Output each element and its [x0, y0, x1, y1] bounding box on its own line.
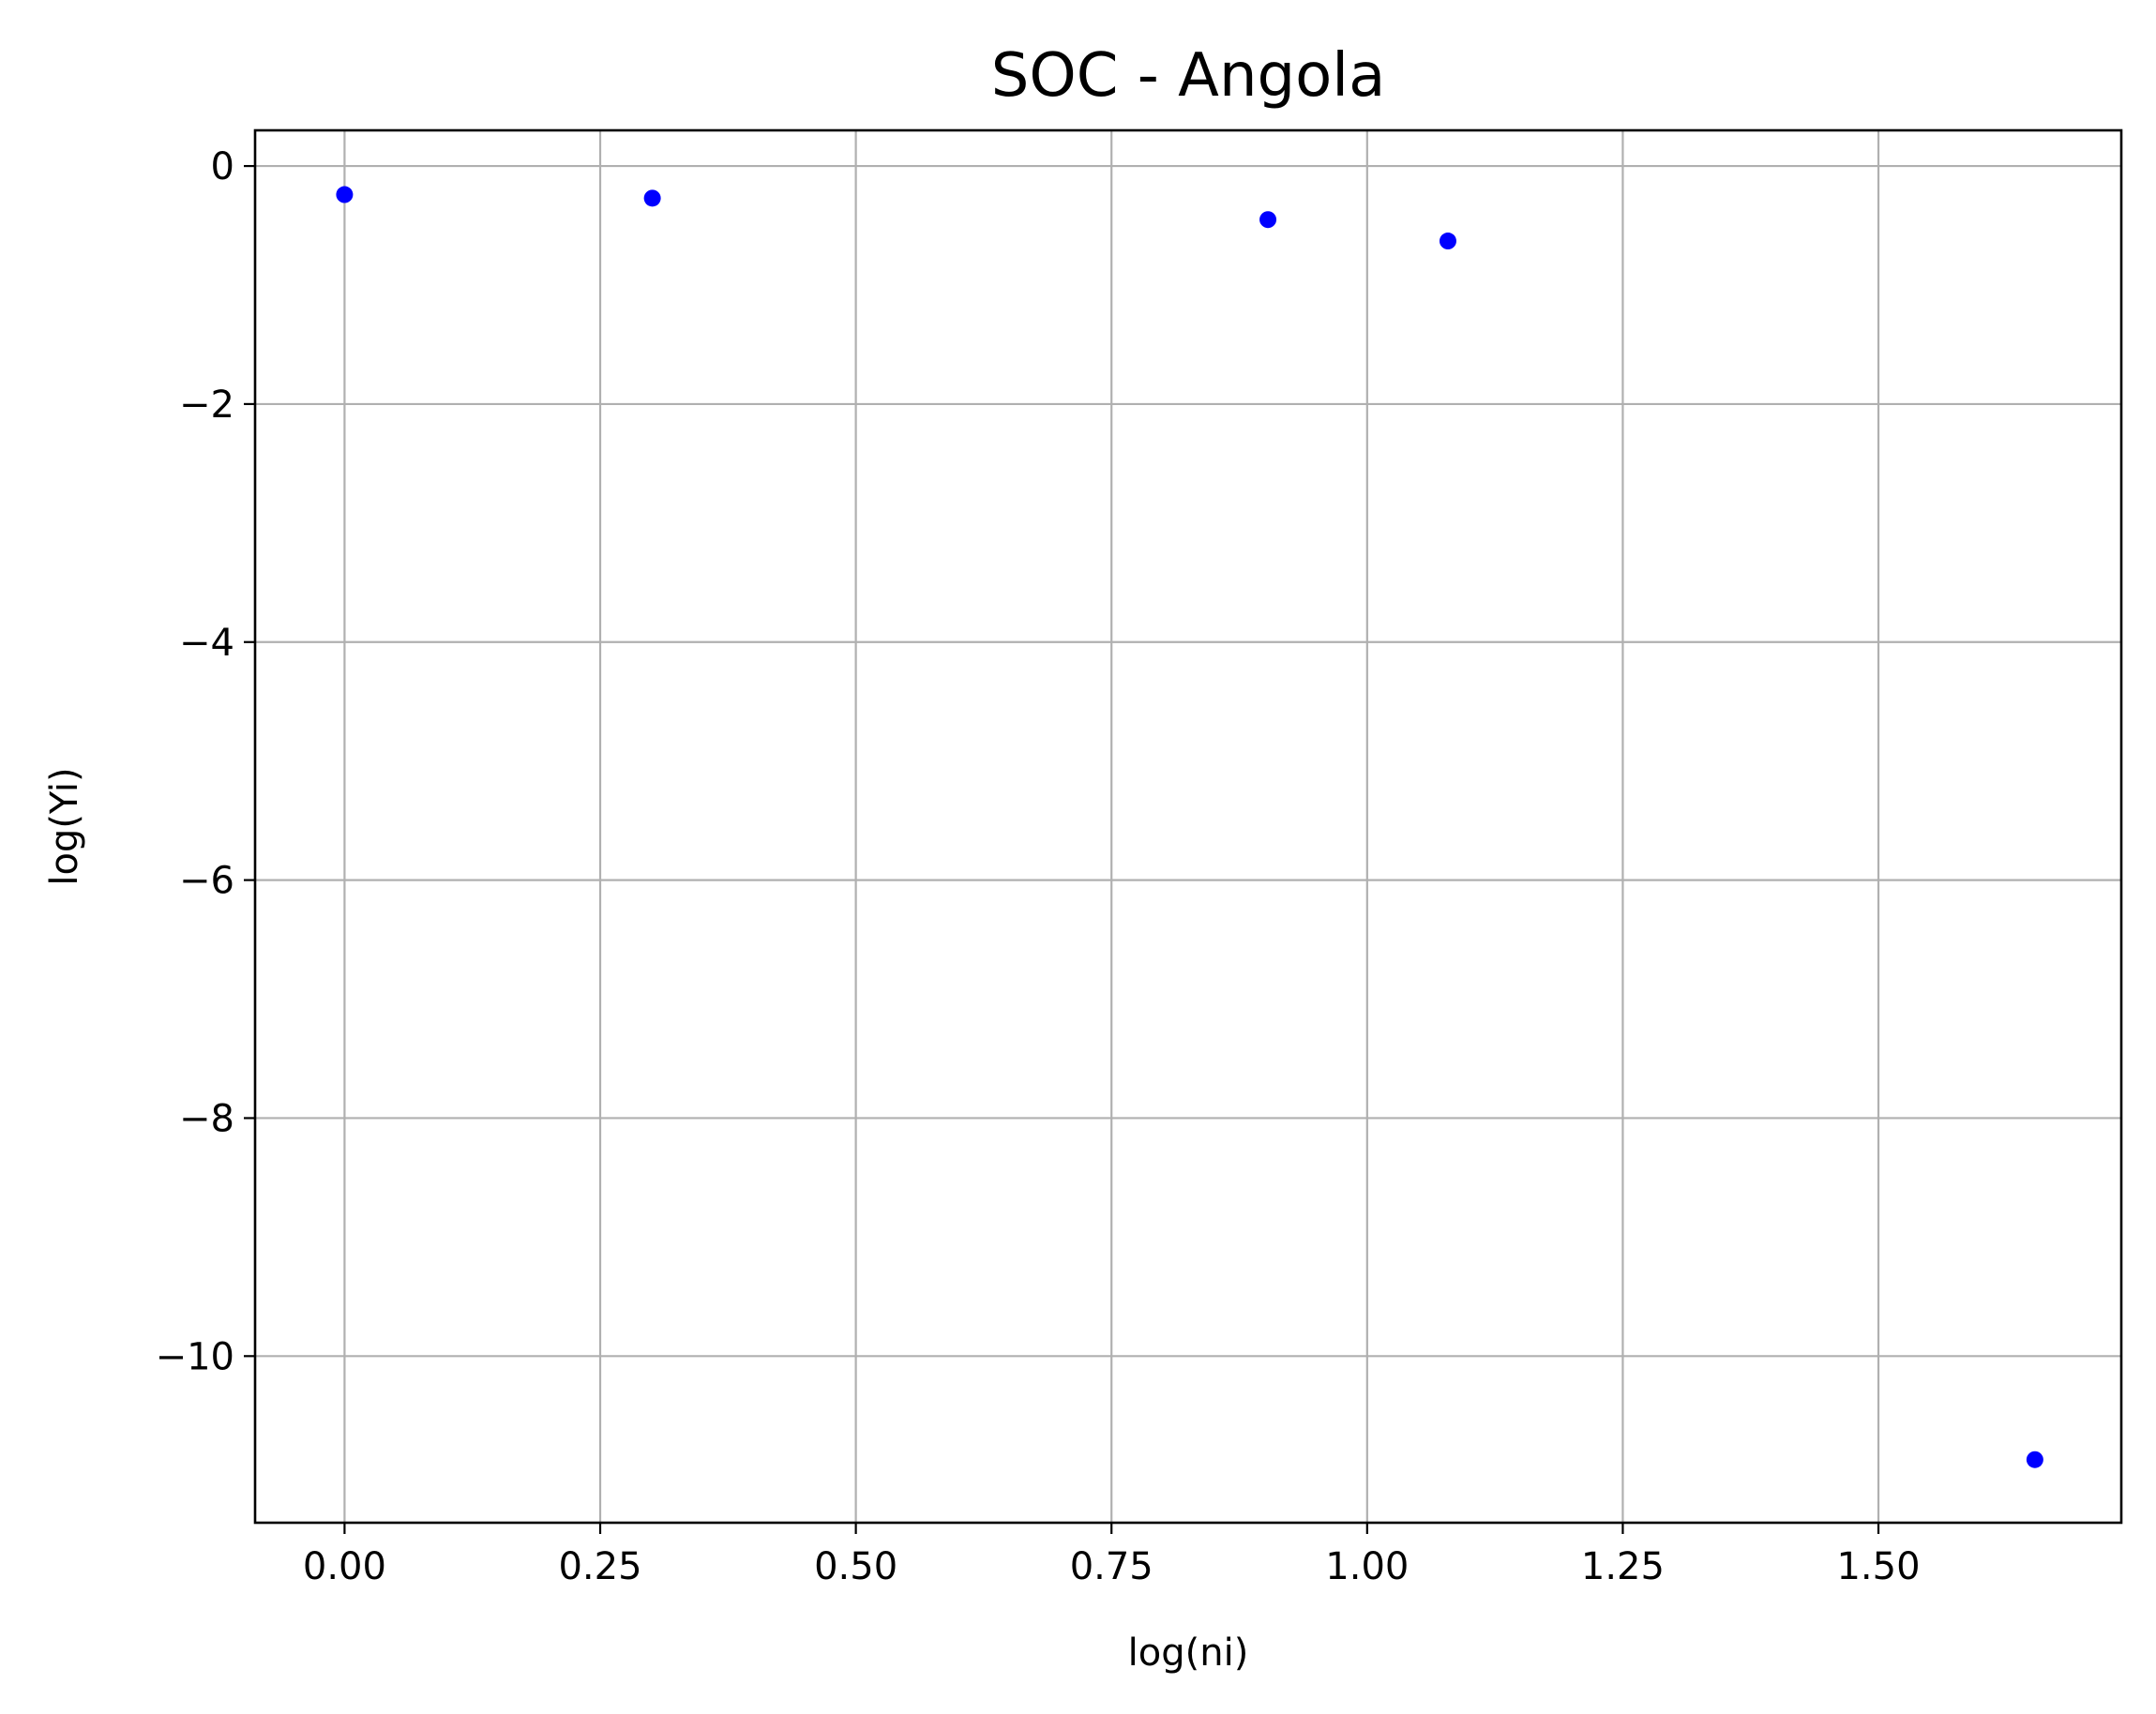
data-point: [2026, 1451, 2043, 1468]
x-tick-label: 1.25: [1581, 1545, 1665, 1588]
x-tick-label: 1.50: [1836, 1545, 1920, 1588]
y-tick-label: 0: [211, 145, 234, 188]
x-tick-label: 0.25: [558, 1545, 641, 1588]
x-axis-ticks: 0.00 0.25 0.50 0.75 1.00 1.25 1.50: [303, 1523, 1921, 1588]
data-point: [1439, 233, 1456, 250]
y-tick-label: −4: [179, 622, 234, 665]
data-point: [336, 186, 354, 203]
plot-frame: [253, 128, 2123, 1525]
y-axis-ticks: 0 −2 −4 −6 −8 −10: [156, 145, 255, 1378]
y-tick-label: −8: [179, 1097, 234, 1140]
x-tick-label: 0.75: [1070, 1545, 1153, 1588]
grid: [255, 130, 2121, 1523]
y-tick-label: −2: [179, 383, 234, 427]
y-tick-label: −10: [156, 1335, 234, 1378]
y-axis-label: log(Yi): [43, 767, 86, 885]
x-tick-label: 1.00: [1325, 1545, 1409, 1588]
data-point: [1259, 211, 1277, 229]
data-point: [643, 189, 661, 207]
data-points: [336, 186, 2043, 1468]
x-axis-label: log(ni): [1128, 1631, 1249, 1675]
x-tick-label: 0.50: [814, 1545, 897, 1588]
chart-title: SOC - Angola: [991, 41, 1386, 111]
x-tick-label: 0.00: [303, 1545, 386, 1588]
y-tick-label: −6: [179, 860, 234, 903]
